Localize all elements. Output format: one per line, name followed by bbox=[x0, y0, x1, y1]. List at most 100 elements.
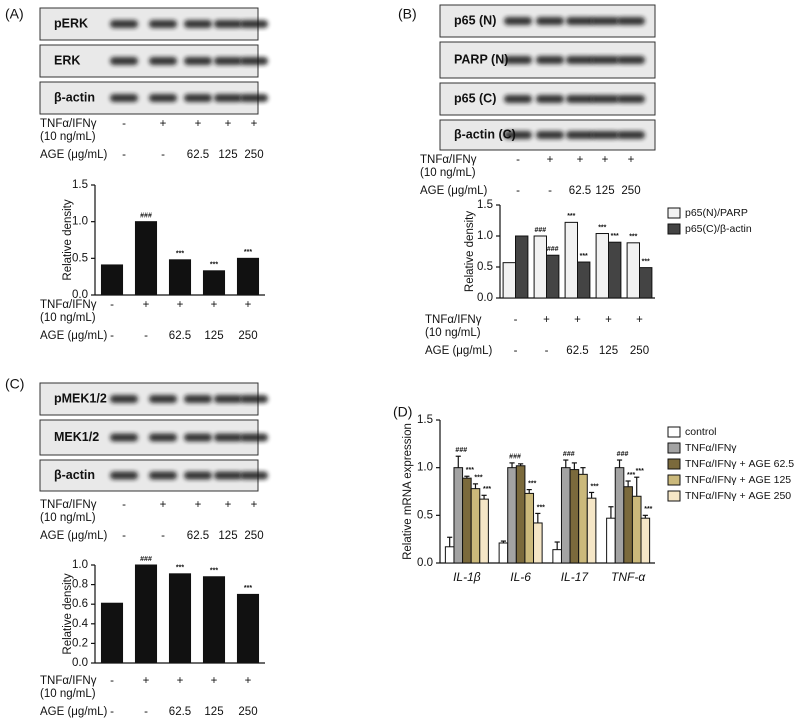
bar bbox=[444, 546, 455, 564]
y-axis-label: Relative mRNA expression bbox=[402, 423, 414, 560]
significance: ### bbox=[509, 454, 521, 461]
row-label: TNFα/IFNγ bbox=[425, 314, 482, 326]
blot-band bbox=[214, 57, 242, 65]
row-mark: 62.5 bbox=[566, 345, 588, 357]
bar bbox=[515, 235, 529, 299]
legend-swatch bbox=[667, 490, 681, 502]
significance: ### bbox=[617, 451, 629, 458]
significance: *** bbox=[580, 253, 588, 260]
blot-band bbox=[617, 17, 645, 25]
row-mark: - bbox=[144, 330, 148, 342]
blot-label: MEK1/2 bbox=[54, 430, 99, 444]
bar bbox=[202, 270, 226, 296]
blot-band bbox=[240, 471, 268, 480]
y-tick-label: 1.5 bbox=[417, 414, 433, 426]
panel-label: (A) bbox=[5, 6, 24, 22]
y-tick-label: 0.0 bbox=[477, 292, 493, 304]
row-mark: + bbox=[195, 118, 202, 130]
blot-label: β-actin bbox=[54, 468, 95, 482]
significance: ### bbox=[455, 447, 467, 454]
blot-band bbox=[617, 56, 645, 64]
significance: ### bbox=[140, 556, 152, 563]
y-tick-label: 1.0 bbox=[72, 559, 88, 571]
blot-band bbox=[240, 57, 268, 65]
blot-band bbox=[617, 95, 645, 103]
row-label: TNFα/IFNγ bbox=[40, 299, 97, 311]
y-tick-label: 0.6 bbox=[72, 598, 88, 610]
blot-label: β-actin bbox=[54, 90, 95, 104]
y-tick-label: 0.0 bbox=[417, 557, 433, 569]
legend-label: TNFα/IFNγ bbox=[685, 442, 737, 454]
bar bbox=[552, 549, 562, 564]
row-label: TNFα/IFNγ bbox=[40, 675, 97, 687]
bar bbox=[462, 477, 472, 564]
row-mark: + bbox=[577, 154, 584, 166]
bar bbox=[202, 576, 226, 664]
blot-band bbox=[110, 94, 138, 102]
significance: *** bbox=[567, 213, 575, 220]
row-mark: - bbox=[545, 345, 549, 357]
bar bbox=[533, 235, 547, 299]
blot-band bbox=[184, 395, 212, 403]
bar bbox=[507, 467, 517, 564]
bar bbox=[236, 257, 260, 296]
row-label: (10 ng/mL) bbox=[420, 167, 476, 179]
bar bbox=[569, 469, 580, 564]
blot-band bbox=[110, 471, 138, 480]
y-tick-label: 1.0 bbox=[417, 462, 433, 474]
bar bbox=[564, 221, 578, 299]
panel-label: (C) bbox=[5, 376, 24, 392]
blot-band bbox=[184, 471, 212, 480]
row-mark: - bbox=[514, 345, 518, 357]
row-mark: + bbox=[195, 499, 202, 511]
row-mark: 125 bbox=[595, 185, 614, 197]
panel-label: (D) bbox=[393, 404, 412, 420]
row-mark: + bbox=[251, 118, 258, 130]
row-mark: 250 bbox=[244, 530, 263, 542]
legend-label: TNFα/IFNγ + AGE 125 bbox=[685, 474, 791, 486]
row-mark: + bbox=[211, 299, 218, 311]
significance: *** bbox=[210, 568, 218, 575]
blot-label: pERK bbox=[54, 16, 88, 30]
row-label: TNFα/IFNγ bbox=[40, 499, 97, 511]
blot-band bbox=[149, 94, 177, 102]
row-mark: 62.5 bbox=[169, 330, 191, 342]
bar bbox=[470, 488, 481, 564]
x-tick-label: IL-6 bbox=[510, 570, 531, 584]
row-mark: + bbox=[225, 118, 232, 130]
blot-band bbox=[110, 395, 138, 403]
blot-band bbox=[536, 56, 564, 64]
y-tick-label: 0.5 bbox=[72, 252, 88, 264]
y-tick-label: 0.4 bbox=[72, 618, 89, 630]
blot-band bbox=[240, 395, 268, 403]
bar bbox=[100, 264, 124, 296]
blot-band bbox=[536, 95, 564, 103]
bar bbox=[100, 602, 124, 664]
significance: ### bbox=[563, 451, 575, 458]
blot-band bbox=[504, 56, 532, 64]
row-label: AGE (μg/mL) bbox=[425, 345, 493, 357]
row-mark: - bbox=[161, 149, 165, 161]
row-mark: 125 bbox=[218, 149, 237, 161]
row-label: AGE (μg/mL) bbox=[420, 185, 488, 197]
significance: ### bbox=[547, 246, 559, 253]
blot-band bbox=[566, 56, 594, 64]
row-label: AGE (μg/mL) bbox=[40, 530, 108, 542]
bar bbox=[608, 241, 622, 299]
blot-band bbox=[110, 433, 138, 442]
row-label: (10 ng/mL) bbox=[40, 312, 96, 324]
significance: *** bbox=[466, 467, 474, 474]
row-mark: + bbox=[160, 118, 167, 130]
row-mark: + bbox=[245, 299, 252, 311]
bar bbox=[498, 542, 509, 564]
significance: *** bbox=[629, 234, 637, 241]
significance: *** bbox=[528, 480, 536, 487]
row-mark: - bbox=[122, 149, 126, 161]
bar bbox=[586, 497, 597, 564]
row-mark: + bbox=[251, 499, 258, 511]
significance: *** bbox=[627, 472, 635, 479]
significance: *** bbox=[642, 258, 650, 265]
bar bbox=[614, 467, 625, 564]
bar bbox=[640, 517, 651, 564]
